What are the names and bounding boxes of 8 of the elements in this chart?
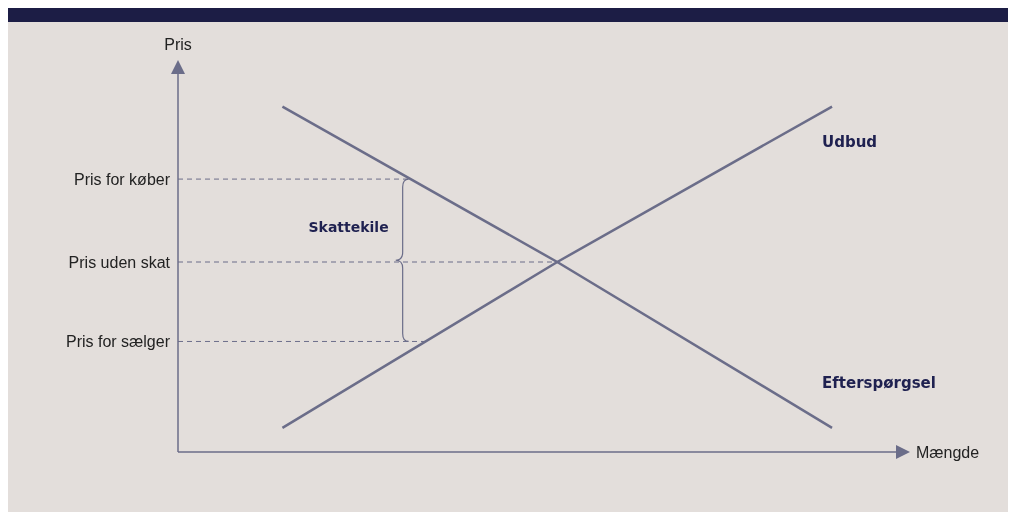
y-axis-title: Pris bbox=[164, 36, 192, 53]
ref-line-label: Pris for køber bbox=[73, 170, 171, 188]
ref-line-label: Pris uden skat bbox=[68, 253, 171, 271]
series-label: Efterspørgsel bbox=[822, 373, 936, 392]
ref-line-label: Pris for sælger bbox=[65, 333, 171, 351]
series-label: Udbud bbox=[822, 132, 878, 151]
x-axis-title: Mængde bbox=[916, 444, 980, 461]
annotation: Skattekile bbox=[308, 219, 389, 236]
